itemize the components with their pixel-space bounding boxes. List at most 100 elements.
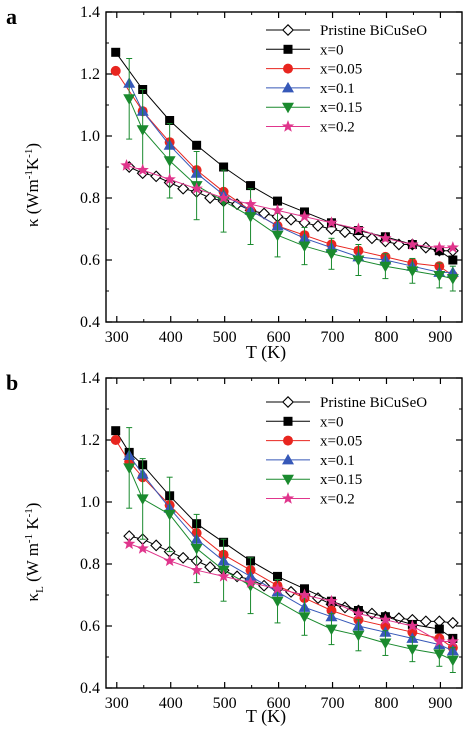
x-axis-label-a: T (K)	[246, 342, 286, 363]
legend-marker	[281, 120, 295, 132]
data-point	[136, 163, 149, 176]
data-point	[244, 581, 257, 592]
data-point	[352, 630, 365, 642]
data-point	[163, 509, 176, 521]
data-point	[244, 212, 257, 223]
data-point	[217, 196, 230, 208]
y-tick-label-b: 1.2	[80, 432, 100, 449]
data-point	[419, 615, 432, 628]
data-point	[271, 596, 284, 608]
y-tick-label-b: 1.0	[80, 494, 100, 511]
data-point	[446, 635, 460, 647]
data-point	[219, 162, 229, 172]
legend-marker	[281, 492, 295, 504]
x-tick-label-a: 500	[213, 329, 237, 346]
y-tick-label-a: 0.8	[80, 190, 100, 207]
data-point	[406, 238, 419, 250]
series-line	[126, 164, 453, 249]
data-point	[271, 230, 284, 242]
y-tick-label-a: 1.0	[80, 128, 100, 145]
panel-label-b: b	[6, 370, 18, 395]
data-point	[177, 182, 190, 195]
legend-marker	[282, 102, 294, 114]
data-point	[325, 594, 338, 607]
data-point	[163, 172, 176, 185]
data-point	[406, 644, 419, 656]
data-point	[217, 569, 230, 582]
data-point	[110, 435, 121, 445]
x-tick-label-b: 600	[267, 695, 291, 712]
data-point	[217, 191, 230, 204]
x-tick-label-a: 800	[374, 329, 398, 346]
series-line	[129, 535, 453, 624]
data-point	[338, 226, 351, 239]
legend-label: x=0.05	[320, 62, 362, 78]
data-point	[434, 246, 444, 256]
series-b-1	[111, 426, 458, 643]
legend-marker	[282, 474, 294, 486]
legend-label: x=0	[320, 42, 343, 58]
data-point	[433, 271, 446, 282]
data-point	[123, 463, 136, 474]
legend-label: x=0.2	[320, 120, 355, 136]
y-axis-label-b: κL (W m-1 K-1)	[23, 503, 46, 602]
x-tick-label-a: 900	[428, 329, 452, 346]
legend-marker	[283, 63, 293, 74]
data-point	[433, 241, 446, 253]
legend-marker	[283, 435, 293, 446]
series-a-1	[111, 47, 458, 265]
series-line	[128, 455, 454, 652]
data-point	[190, 563, 203, 576]
legend-label: x=0.1	[320, 81, 355, 97]
data-point	[163, 156, 176, 167]
data-point	[446, 655, 459, 667]
data-point	[434, 624, 444, 634]
data-point	[165, 116, 175, 125]
series-a-4	[123, 58, 459, 292]
x-tick-label-b: 300	[105, 695, 129, 712]
series-line	[128, 467, 454, 661]
data-point	[192, 140, 202, 150]
series-line	[128, 83, 453, 273]
legend-label: x=0	[320, 414, 343, 430]
data-point	[352, 222, 365, 235]
x-tick-label-b: 900	[428, 695, 452, 712]
data-point	[446, 274, 459, 285]
data-point	[244, 576, 257, 588]
x-tick-label-a: 600	[267, 329, 291, 346]
data-point	[136, 494, 149, 505]
data-point	[231, 570, 244, 583]
data-point	[111, 47, 121, 57]
data-point	[448, 255, 458, 265]
data-point	[298, 612, 311, 623]
legend-label: x=0.2	[320, 492, 355, 508]
data-point	[273, 571, 283, 581]
data-point	[136, 125, 149, 136]
legend-label: x=0.15	[320, 100, 362, 116]
data-point	[120, 158, 133, 171]
y-tick-label-b: 1.4	[80, 370, 100, 387]
data-point	[325, 249, 338, 260]
data-point	[190, 544, 203, 555]
data-point	[325, 216, 338, 229]
plot-frame-a	[105, 11, 463, 323]
data-point	[163, 554, 176, 567]
series-b-0	[123, 530, 459, 629]
legend-label: Pristine BiCuSeO	[320, 395, 427, 411]
data-point	[136, 542, 149, 554]
data-point	[298, 210, 311, 222]
data-point	[298, 588, 311, 601]
series-line	[128, 166, 453, 252]
data-point	[312, 219, 324, 232]
y-tick-label-a: 1.4	[80, 4, 100, 21]
legend-marker	[282, 453, 294, 465]
legend-marker	[282, 81, 294, 93]
legend-marker	[282, 396, 294, 408]
series-a-5	[120, 158, 460, 253]
x-axis-label-b: T (K)	[246, 706, 286, 727]
data-point	[446, 616, 459, 629]
data-point	[244, 197, 257, 210]
data-point	[365, 232, 378, 245]
data-point	[246, 181, 256, 191]
